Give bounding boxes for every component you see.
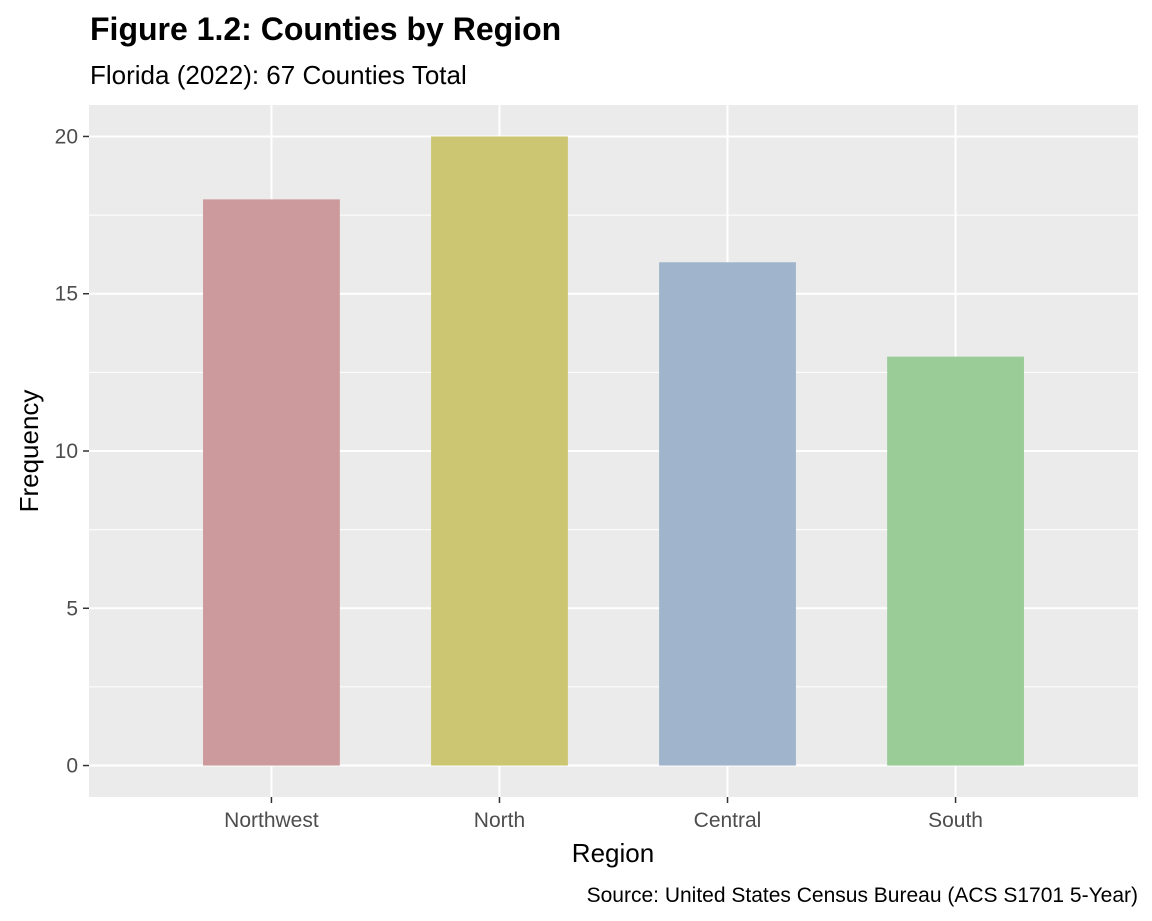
x-axis: Northwest North Central South: [224, 797, 983, 832]
x-axis-title: Region: [572, 838, 654, 868]
x-tick-label: North: [474, 809, 525, 832]
y-axis-title: Frequency: [14, 390, 44, 513]
y-tick-label: 20: [55, 125, 78, 148]
y-tick-label: 15: [55, 283, 78, 306]
chart-subtitle: Florida (2022): 67 Counties Total: [90, 60, 467, 90]
x-tick-label: Central: [694, 809, 762, 832]
chart-title: Figure 1.2: Counties by Region: [90, 11, 561, 47]
y-tick-label: 0: [66, 755, 78, 778]
bar-northwest: [203, 199, 340, 766]
y-tick-label: 5: [66, 597, 78, 620]
source-caption: Source: United States Census Bureau (ACS…: [587, 884, 1138, 907]
bars: [203, 136, 1024, 766]
bar-south: [887, 356, 1024, 766]
y-tick-label: 10: [55, 440, 78, 463]
bar-central: [659, 262, 796, 766]
y-axis: 0 5 10 15 20: [55, 125, 89, 778]
bar-north: [431, 136, 568, 766]
x-tick-label: Northwest: [224, 809, 319, 832]
x-tick-label: South: [928, 809, 983, 832]
